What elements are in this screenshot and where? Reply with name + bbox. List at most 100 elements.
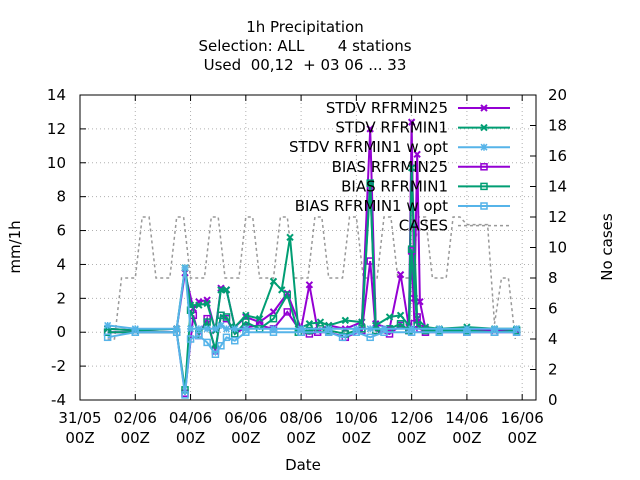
data-point xyxy=(172,328,181,336)
y2-tick-label: 6 xyxy=(548,300,558,318)
data-point xyxy=(366,179,374,187)
data-point xyxy=(490,328,499,336)
y2-tick-label: 4 xyxy=(548,330,558,348)
data-point xyxy=(283,308,292,316)
data-point xyxy=(131,328,140,336)
y2-axis-label: No cases xyxy=(598,213,616,281)
data-point xyxy=(396,320,405,328)
data-point xyxy=(222,286,231,294)
data-point xyxy=(187,325,195,333)
data-point xyxy=(242,328,250,336)
data-point xyxy=(480,123,488,132)
data-point xyxy=(305,320,314,328)
axis-ticks: 31/05 00Z 02/06 00Z 04/06 00Z 06/06 00Z 08/06 00Z… xyxy=(47,86,567,447)
y-axis-label: mm/1h xyxy=(6,220,24,273)
data-point xyxy=(222,325,231,333)
x-tick-label: 16/06 xyxy=(501,409,544,427)
x-tick-label: 00Z xyxy=(452,429,481,447)
data-point xyxy=(407,245,416,253)
data-point xyxy=(416,298,424,306)
title-line: 1h Precipitation xyxy=(246,18,364,36)
x-tick-label: 00Z xyxy=(176,429,205,447)
y2-tick-label: 12 xyxy=(548,208,567,226)
data-point xyxy=(480,163,488,171)
y-tick-label: 12 xyxy=(47,120,66,138)
data-point xyxy=(211,350,220,358)
data-point xyxy=(396,270,405,279)
y-tick-label: 0 xyxy=(56,323,66,341)
data-point xyxy=(407,164,416,172)
y-tick-label: 6 xyxy=(56,222,66,240)
series-6 xyxy=(107,216,517,340)
data-point xyxy=(103,328,112,336)
data-point xyxy=(217,286,225,294)
data-point xyxy=(203,325,211,333)
data-point xyxy=(103,333,112,342)
x-tick-label: 00Z xyxy=(286,429,315,447)
data-point xyxy=(203,338,211,347)
data-point xyxy=(231,336,239,345)
y2-tick-label: 14 xyxy=(548,178,567,196)
y-tick-label: 14 xyxy=(47,86,66,104)
x-tick-label: 06/06 xyxy=(224,409,267,427)
legend-label: STDV RFRMIN25 xyxy=(326,99,448,117)
y-tick-label: 10 xyxy=(47,154,66,172)
series-1 xyxy=(103,164,521,335)
x-tick-label: 02/06 xyxy=(114,409,157,427)
x-tick-label: 10/06 xyxy=(335,409,378,427)
legend-label: BIAS RFRMIN1 w opt xyxy=(295,197,448,215)
y-tick-label: -2 xyxy=(51,357,66,375)
legend-entry: STDV RFRMIN1 w opt xyxy=(289,138,510,156)
series xyxy=(103,118,521,399)
x-tick-label: 00Z xyxy=(507,429,536,447)
legend-entry: STDV RFRMIN25 xyxy=(326,99,510,117)
legend-label: STDV RFRMIN1 xyxy=(335,119,448,137)
data-point xyxy=(269,277,278,286)
data-point xyxy=(421,326,430,335)
y2-tick-label: 20 xyxy=(548,86,567,104)
series-line xyxy=(107,331,517,396)
data-point xyxy=(463,328,471,336)
legend-label: BIAS RFRMIN1 xyxy=(341,177,448,195)
data-point xyxy=(297,328,305,336)
y2-tick-label: 18 xyxy=(548,117,567,135)
data-point xyxy=(242,311,250,319)
y-tick-label: -4 xyxy=(51,391,66,409)
data-point xyxy=(324,328,333,336)
data-point xyxy=(195,331,203,340)
data-point xyxy=(104,321,112,329)
data-point xyxy=(366,125,374,133)
x-tick-label: 00Z xyxy=(65,429,94,447)
data-point xyxy=(286,233,294,242)
data-point xyxy=(385,313,394,321)
data-point xyxy=(341,316,350,325)
data-point xyxy=(352,328,361,336)
legend-entry: STDV RFRMIN1 xyxy=(335,119,510,137)
data-point xyxy=(195,301,203,309)
data-point xyxy=(242,318,250,326)
series-line xyxy=(107,216,517,340)
series-line xyxy=(107,167,517,332)
data-point xyxy=(186,306,195,314)
data-point xyxy=(203,299,211,308)
legend-label: BIAS RFRMIN25 xyxy=(332,158,448,176)
x-tick-label: 08/06 xyxy=(279,409,322,427)
x-tick-label: 31/05 xyxy=(58,409,101,427)
data-point xyxy=(305,326,314,335)
data-point xyxy=(407,118,416,126)
y-tick-label: 2 xyxy=(56,289,66,307)
x-tick-label: 12/06 xyxy=(390,409,433,427)
data-point xyxy=(366,333,374,342)
y2-tick-label: 2 xyxy=(548,361,558,379)
data-point xyxy=(413,150,421,159)
title-line: Selection: ALL 4 stations xyxy=(198,37,411,55)
data-point xyxy=(222,313,231,321)
data-point xyxy=(181,264,189,272)
title-line: Used 00,12 + 03 06 ... 33 xyxy=(204,56,407,74)
legend-label: STDV RFRMIN1 w opt xyxy=(289,138,448,156)
x-tick-label: 00Z xyxy=(342,429,371,447)
series-line xyxy=(107,183,517,390)
data-point xyxy=(217,321,225,329)
